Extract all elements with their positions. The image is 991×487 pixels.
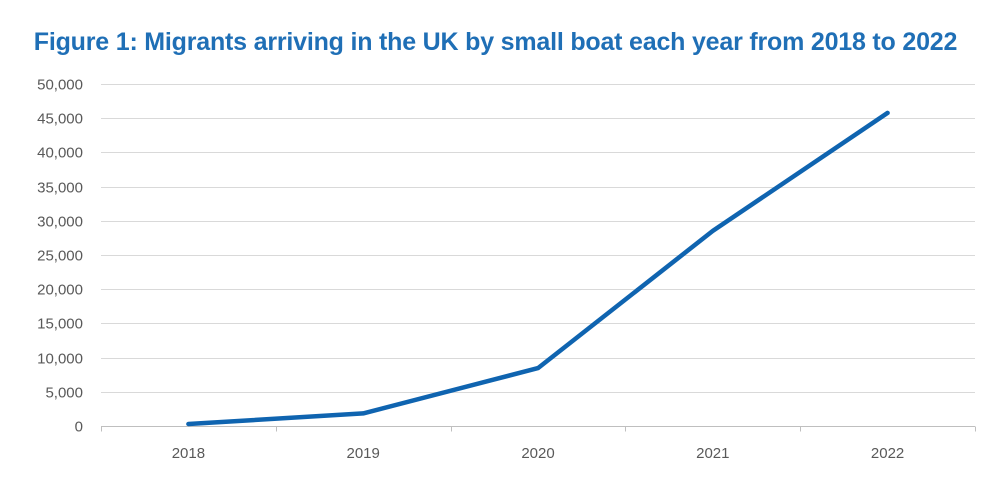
x-axis bbox=[101, 426, 976, 432]
x-axis-tick-labels: 2018 2019 2020 2021 2022 bbox=[172, 445, 905, 462]
x-tick-label: 2021 bbox=[696, 445, 729, 462]
chart-title: Figure 1: Migrants arriving in the UK by… bbox=[33, 28, 958, 56]
y-tick-label: 30,000 bbox=[37, 214, 83, 231]
y-tick-label: 45,000 bbox=[37, 111, 83, 128]
y-tick-label: 15,000 bbox=[37, 316, 83, 333]
y-tick-label: 50,000 bbox=[37, 77, 83, 94]
y-tick-label: 5,000 bbox=[45, 385, 83, 402]
y-tick-label: 20,000 bbox=[37, 282, 83, 299]
x-tick-label: 2019 bbox=[347, 445, 380, 462]
gridlines bbox=[101, 84, 975, 393]
y-tick-label: 10,000 bbox=[37, 351, 83, 368]
x-tick-label: 2020 bbox=[521, 445, 554, 462]
x-tick-label: 2022 bbox=[871, 445, 904, 462]
y-tick-label: 0 bbox=[75, 419, 83, 436]
y-tick-label: 35,000 bbox=[37, 180, 83, 197]
y-tick-label: 25,000 bbox=[37, 248, 83, 265]
y-axis-tick-labels: 0 5,000 10,000 15,000 20,000 25,000 30,000 35,0… bbox=[37, 77, 83, 436]
x-tick-label: 2018 bbox=[172, 445, 205, 462]
series-layer bbox=[186, 110, 890, 427]
series-line bbox=[186, 110, 890, 427]
y-tick-label: 40,000 bbox=[37, 145, 83, 162]
